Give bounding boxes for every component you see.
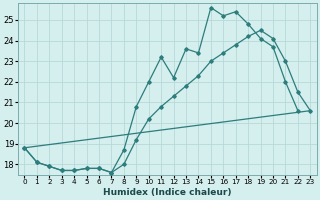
X-axis label: Humidex (Indice chaleur): Humidex (Indice chaleur) xyxy=(103,188,232,197)
